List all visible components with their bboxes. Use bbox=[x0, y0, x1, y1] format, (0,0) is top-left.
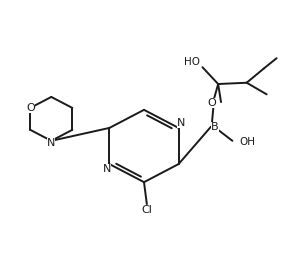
Text: O: O bbox=[208, 98, 216, 108]
Text: OH: OH bbox=[240, 137, 255, 147]
Text: HO: HO bbox=[184, 57, 200, 67]
Text: N: N bbox=[177, 118, 185, 128]
Text: Cl: Cl bbox=[141, 205, 152, 215]
Text: N: N bbox=[103, 164, 111, 174]
Text: O: O bbox=[26, 103, 35, 113]
Text: N: N bbox=[47, 138, 56, 149]
Text: B: B bbox=[211, 122, 219, 132]
